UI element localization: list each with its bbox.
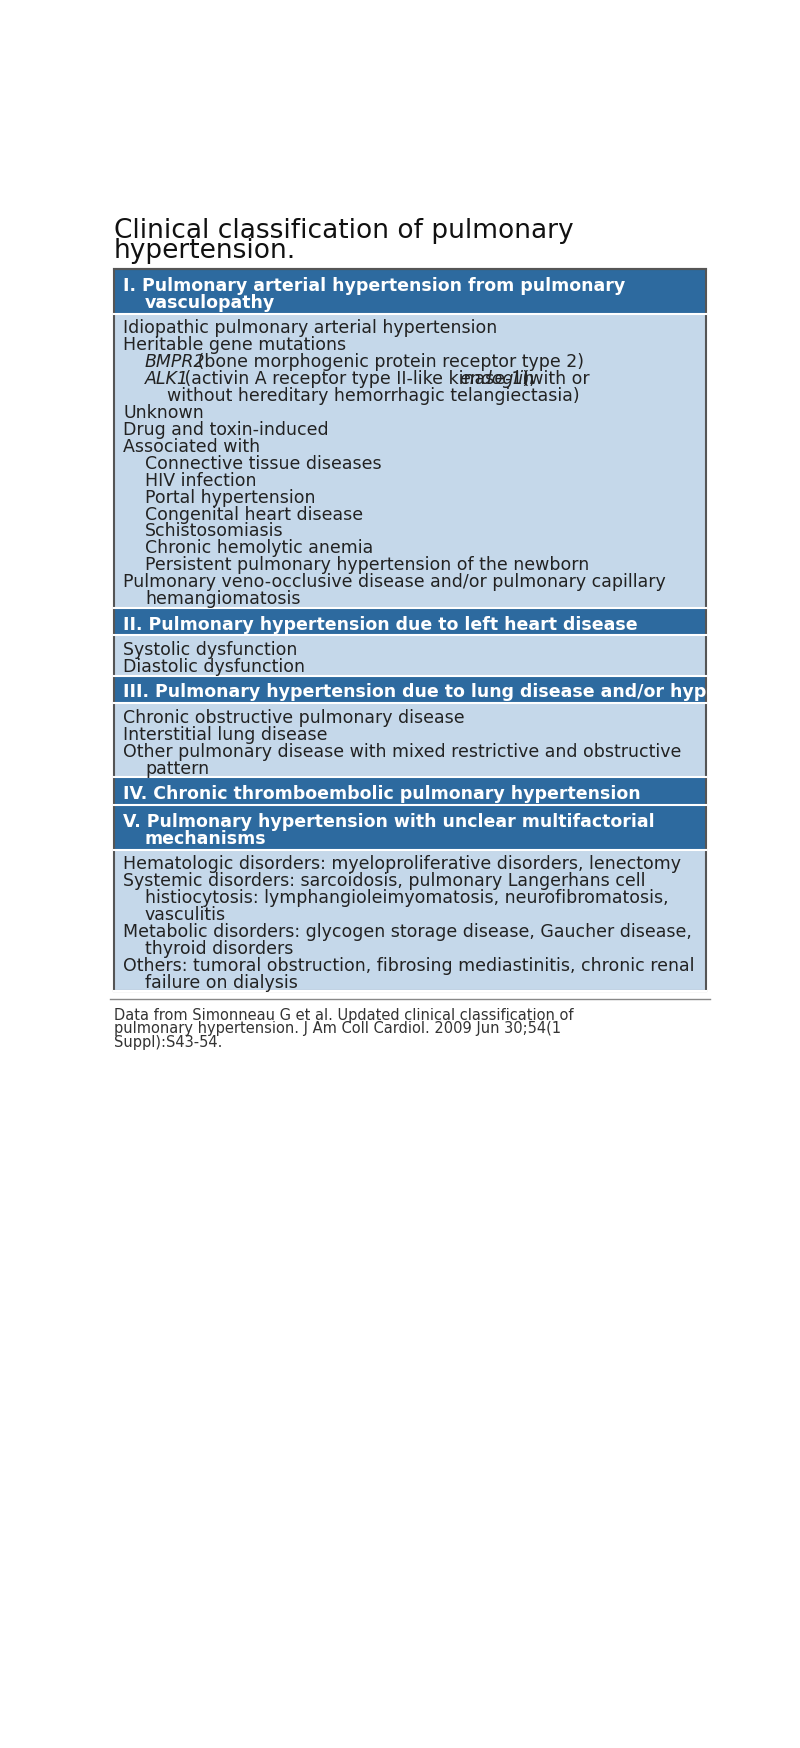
Text: Chronic hemolytic anemia: Chronic hemolytic anemia <box>145 538 373 558</box>
Text: endoglin: endoglin <box>459 371 534 388</box>
Text: Unknown: Unknown <box>123 404 204 421</box>
Text: (with or: (with or <box>517 371 590 388</box>
Text: vasculitis: vasculitis <box>145 905 226 923</box>
Text: Heritable gene mutations: Heritable gene mutations <box>123 336 346 353</box>
Text: Idiopathic pulmonary arterial hypertension: Idiopathic pulmonary arterial hypertensi… <box>123 320 498 337</box>
Text: Suppl):S43-54.: Suppl):S43-54. <box>114 1035 222 1051</box>
Bar <box>114 676 706 704</box>
Text: Metabolic disorders: glycogen storage disease, Gaucher disease,: Metabolic disorders: glycogen storage di… <box>123 923 692 940</box>
Text: ALK1: ALK1 <box>145 371 189 388</box>
Text: Other pulmonary disease with mixed restrictive and obstructive: Other pulmonary disease with mixed restr… <box>123 743 682 760</box>
Text: Systemic disorders: sarcoidosis, pulmonary Langerhans cell: Systemic disorders: sarcoidosis, pulmona… <box>123 872 646 890</box>
Text: (bone morphogenic protein receptor type 2): (bone morphogenic protein receptor type … <box>192 353 584 371</box>
Text: histiocytosis: lymphangioleimyomatosis, neurofibromatosis,: histiocytosis: lymphangioleimyomatosis, … <box>145 888 669 907</box>
Bar <box>114 269 706 991</box>
Text: Data from Simonneau G et al. Updated clinical classification of: Data from Simonneau G et al. Updated cli… <box>114 1007 574 1023</box>
Text: mechanisms: mechanisms <box>145 829 266 848</box>
Text: Drug and toxin-induced: Drug and toxin-induced <box>123 421 329 439</box>
Text: Persistent pulmonary hypertension of the newborn: Persistent pulmonary hypertension of the… <box>145 556 589 573</box>
Text: hemangiomatosis: hemangiomatosis <box>145 589 301 608</box>
Text: pulmonary hypertension. J Am Coll Cardiol. 2009 Jun 30;54(1: pulmonary hypertension. J Am Coll Cardio… <box>114 1021 561 1037</box>
Text: (activin A receptor type II-like kinase-1),: (activin A receptor type II-like kinase-… <box>179 371 540 388</box>
Text: HIV infection: HIV infection <box>145 472 257 489</box>
Text: I. Pulmonary arterial hypertension from pulmonary: I. Pulmonary arterial hypertension from … <box>123 276 626 295</box>
Text: Systolic dysfunction: Systolic dysfunction <box>123 642 298 659</box>
Text: Portal hypertension: Portal hypertension <box>145 488 315 507</box>
Text: hypertension.: hypertension. <box>114 238 296 264</box>
Bar <box>114 704 706 778</box>
Text: pattern: pattern <box>145 759 209 778</box>
Text: vasculopathy: vasculopathy <box>145 294 275 311</box>
Text: Congenital heart disease: Congenital heart disease <box>145 505 363 523</box>
Bar <box>114 315 706 608</box>
Text: Chronic obstructive pulmonary disease: Chronic obstructive pulmonary disease <box>123 708 465 727</box>
Text: BMPR2: BMPR2 <box>145 353 206 371</box>
Text: Interstitial lung disease: Interstitial lung disease <box>123 725 328 743</box>
Text: Connective tissue diseases: Connective tissue diseases <box>145 454 382 472</box>
Bar <box>114 778 706 806</box>
Text: Diastolic dysfunction: Diastolic dysfunction <box>123 657 306 676</box>
Text: Clinical classification of pulmonary: Clinical classification of pulmonary <box>114 217 574 243</box>
Text: III. Pulmonary hypertension due to lung disease and/or hypoxia: III. Pulmonary hypertension due to lung … <box>123 683 747 701</box>
Text: without hereditary hemorrhagic telangiectasia): without hereditary hemorrhagic telangiec… <box>166 386 579 406</box>
Text: thyroid disorders: thyroid disorders <box>145 939 294 958</box>
Text: failure on dialysis: failure on dialysis <box>145 974 298 991</box>
Bar <box>114 806 706 850</box>
Bar <box>114 269 706 315</box>
Text: IV. Chronic thromboembolic pulmonary hypertension: IV. Chronic thromboembolic pulmonary hyp… <box>123 785 641 802</box>
Text: Schistosomiasis: Schistosomiasis <box>145 523 283 540</box>
Text: Pulmonary veno-occlusive disease and/or pulmonary capillary: Pulmonary veno-occlusive disease and/or … <box>123 573 666 591</box>
Text: Hematologic disorders: myeloproliferative disorders, lenectomy: Hematologic disorders: myeloproliferativ… <box>123 855 682 872</box>
Bar <box>114 608 706 636</box>
Bar <box>114 636 706 676</box>
Text: Others: tumoral obstruction, fibrosing mediastinitis, chronic renal: Others: tumoral obstruction, fibrosing m… <box>123 956 694 974</box>
Text: Associated with: Associated with <box>123 437 260 456</box>
Text: II. Pulmonary hypertension due to left heart disease: II. Pulmonary hypertension due to left h… <box>123 615 638 633</box>
Text: V. Pulmonary hypertension with unclear multifactorial: V. Pulmonary hypertension with unclear m… <box>123 813 655 830</box>
Bar <box>114 850 706 991</box>
